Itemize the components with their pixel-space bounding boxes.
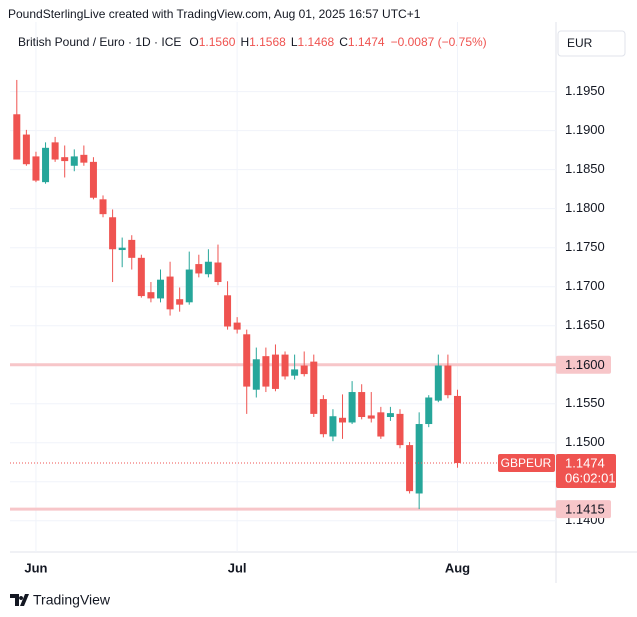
y-tick-label: 1.1900: [565, 122, 605, 137]
y-tick-label: 1.1650: [565, 317, 605, 332]
price-label-bg: [556, 454, 616, 489]
candle-body: [157, 279, 164, 299]
candle-body: [42, 147, 50, 183]
candle-body: [32, 156, 40, 181]
candle-body: [80, 154, 88, 163]
legend-value: 1.1474: [348, 35, 385, 49]
x-tick-label: Aug: [445, 560, 470, 575]
candle-body: [147, 292, 155, 299]
y-tick-label: 1.1500: [565, 434, 605, 449]
price-label: 1.1474: [565, 455, 605, 470]
level-label-bg: [556, 500, 611, 519]
candle-body: [453, 395, 461, 464]
y-tick-label: 1.1700: [565, 278, 605, 293]
logo-text: TradingView: [33, 592, 111, 608]
y-tick-label: 1.1950: [565, 83, 605, 98]
level-label: 1.1600: [565, 357, 605, 372]
candle-body: [128, 239, 136, 258]
candle-body: [329, 416, 337, 437]
legend-key: C: [339, 35, 348, 49]
symbol-bg: [498, 454, 555, 473]
x-tick-label: Jul: [228, 560, 247, 575]
candle-body: [406, 445, 414, 492]
candle-body: [415, 424, 423, 494]
candle-body: [99, 199, 107, 215]
candle-body: [281, 354, 289, 377]
legend: British Pound / Euro · 1D · ICE O1.1560 H1…: [18, 35, 487, 49]
candle-body: [233, 322, 241, 330]
legend-value: 1.1468: [298, 35, 335, 49]
candle-body: [367, 415, 375, 419]
level-label: 1.1415: [565, 502, 605, 517]
candle-body: [300, 365, 308, 375]
candle-body: [339, 417, 347, 423]
currency: EUR: [567, 36, 593, 50]
legend-line: British Pound / Euro · 1D · ICE O1.1560 H1…: [18, 35, 487, 49]
candle-body: [396, 413, 404, 446]
candle-body: [89, 161, 97, 198]
candle-body: [310, 361, 318, 414]
candle-body: [224, 295, 232, 327]
level-label-bg: [556, 355, 611, 374]
y-tick-label: 1.1800: [565, 200, 605, 215]
symbol-label: GBPEUR: [501, 456, 552, 470]
candle-body: [166, 276, 174, 310]
candle-body: [61, 157, 69, 162]
candle-body: [204, 261, 212, 275]
candle-body: [252, 359, 260, 390]
currency-box[interactable]: [557, 30, 626, 57]
candle-body: [118, 247, 126, 251]
legend-key: H: [240, 35, 249, 49]
candle-body: [444, 365, 452, 396]
candle-body: [195, 264, 203, 274]
candle-body: [425, 397, 433, 425]
candle-body: [109, 217, 117, 250]
candle-body: [319, 399, 327, 435]
y-tick-label: 1.1850: [565, 161, 605, 176]
y-tick-label: 1.1550: [565, 395, 605, 410]
legend-value: 1.1560: [199, 35, 236, 49]
x-tick-label: Jun: [24, 560, 47, 575]
candle-body: [386, 413, 394, 418]
y-tick-label: 1.1750: [565, 239, 605, 254]
candle-body: [137, 257, 145, 297]
legend-value: 1.1568: [249, 35, 286, 49]
legend-key: O: [189, 35, 198, 49]
candle-body: [22, 134, 30, 165]
candle-body: [13, 114, 21, 160]
candle-body: [70, 156, 78, 166]
candle-body: [271, 354, 279, 389]
candle-body: [214, 262, 222, 283]
candle-body: [377, 412, 385, 437]
candle-body: [185, 269, 193, 303]
header: PoundSterlingLive created with TradingVi…: [8, 7, 421, 21]
candle-body: [434, 365, 442, 401]
candle-body: [262, 356, 270, 387]
candle-body: [243, 334, 251, 387]
candle-body: [358, 392, 366, 418]
candle-body: [291, 369, 299, 376]
candle-body: [51, 142, 59, 160]
legend-title: British Pound / Euro · 1D · ICE: [18, 35, 181, 49]
countdown: 06:02:01: [565, 470, 616, 485]
logo-icon: [10, 594, 29, 606]
legend-key: L: [291, 35, 298, 49]
candle-body: [176, 299, 184, 305]
legend-change: −0.0087 (−0.75%): [391, 35, 487, 49]
candle-body: [348, 392, 356, 423]
